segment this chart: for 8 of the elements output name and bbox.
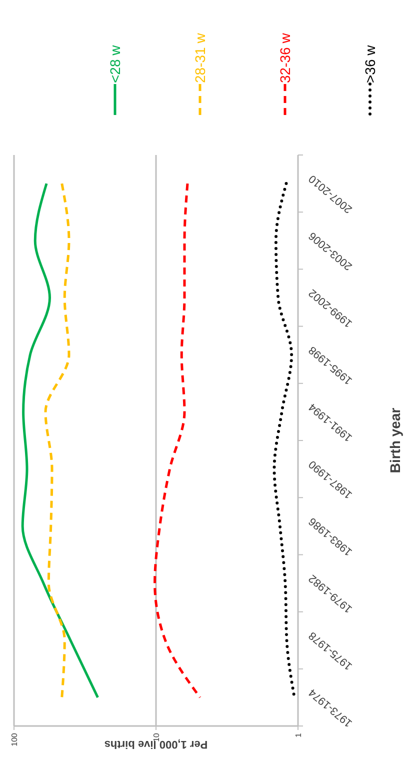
x-tick-label: 10 <box>152 732 161 742</box>
text: 32-36 w <box>276 32 293 83</box>
text: 28-31 w <box>192 32 208 83</box>
x-tick-label: 1 <box>294 732 303 738</box>
text: >36 w <box>362 44 378 83</box>
text: <28 w <box>106 44 123 83</box>
y-axis-title: Birth year <box>386 407 403 474</box>
x-tick-label: 100 <box>10 732 19 746</box>
